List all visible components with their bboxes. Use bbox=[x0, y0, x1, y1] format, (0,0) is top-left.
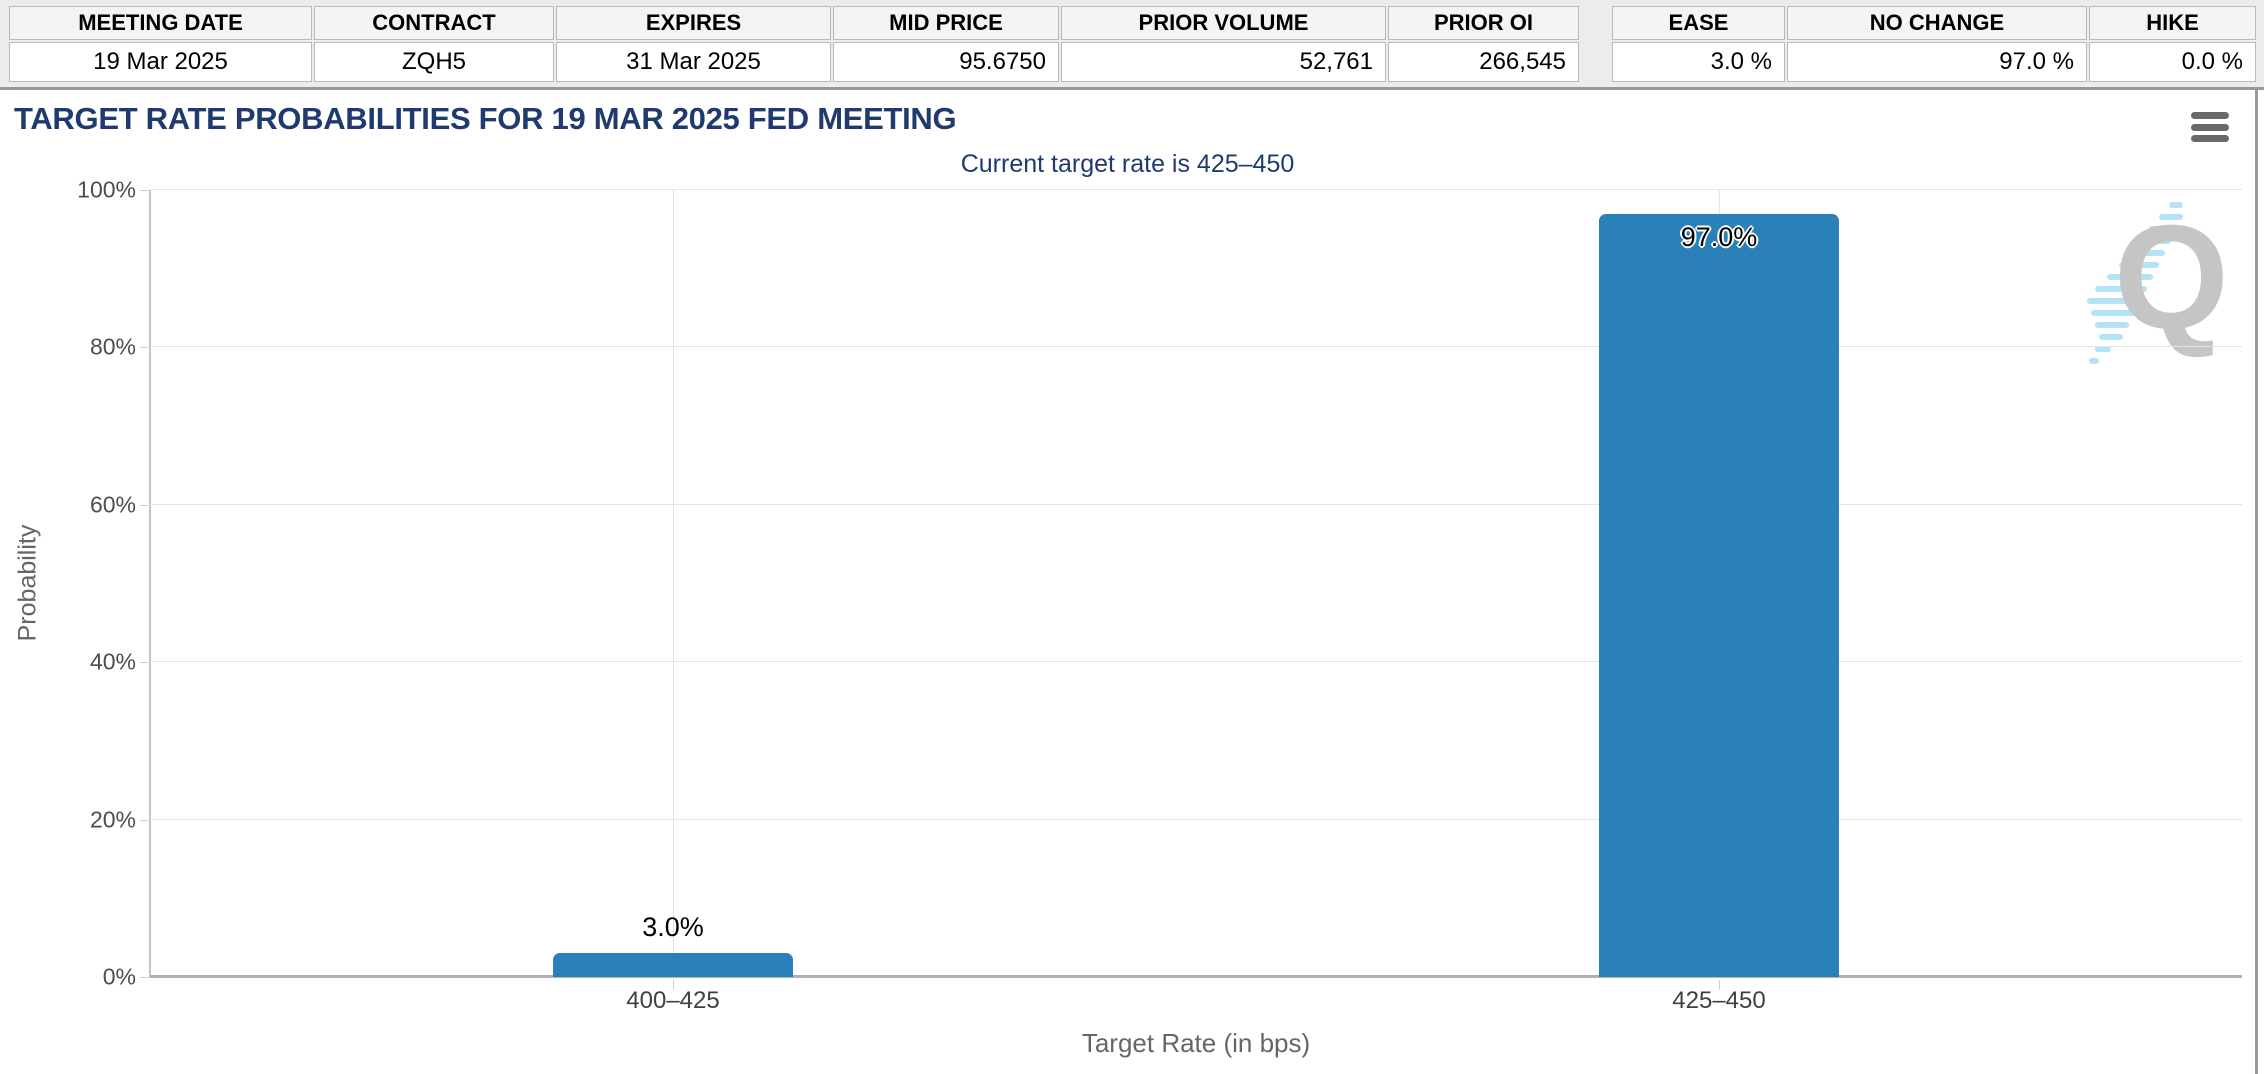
y-axis-tick-labels: 0% 20% 40% 60% 80% 100% bbox=[0, 177, 136, 990]
chart-title: TARGET RATE PROBABILITIES FOR 19 MAR 202… bbox=[14, 101, 957, 136]
header-expires: EXPIRES bbox=[556, 6, 831, 40]
hamburger-bar bbox=[2191, 112, 2229, 119]
header-prior-oi: PRIOR OI bbox=[1388, 6, 1579, 40]
y-axis-line bbox=[149, 190, 151, 977]
value-prior-oi: 266,545 bbox=[1388, 42, 1579, 82]
gridline-vertical bbox=[673, 190, 674, 977]
gridline-horizontal bbox=[150, 503, 2242, 505]
header-no-change: NO CHANGE bbox=[1787, 6, 2087, 40]
x-axis-line bbox=[150, 975, 2242, 978]
y-axis-tick bbox=[140, 347, 150, 349]
hamburger-bar bbox=[2191, 123, 2229, 131]
y-tick-label: 40% bbox=[89, 648, 136, 675]
value-meeting-date: 19 Mar 2025 bbox=[9, 42, 312, 82]
y-axis-title: Probability bbox=[13, 524, 42, 642]
value-no-change: 97.0 % bbox=[1787, 42, 2087, 82]
fedwatch-chart: TARGET RATE PROBABILITIES FOR 19 MAR 202… bbox=[0, 90, 2258, 1074]
header-mid-price: MID PRICE bbox=[833, 6, 1059, 40]
table-value-row: 19 Mar 2025 ZQH5 31 Mar 2025 95.6750 52,… bbox=[9, 42, 1579, 82]
hamburger-menu-icon[interactable] bbox=[2191, 110, 2231, 144]
gridline-horizontal bbox=[150, 189, 2242, 190]
chart-subtitle: Current target rate is 425–450 bbox=[960, 150, 1295, 178]
header-meeting-date: MEETING DATE bbox=[9, 6, 312, 40]
header-prior-volume: PRIOR VOLUME bbox=[1061, 6, 1386, 40]
horizontal-divider bbox=[0, 87, 2264, 90]
y-axis-tick bbox=[140, 819, 150, 821]
watermark-stripes bbox=[2087, 202, 2183, 364]
header-ease: EASE bbox=[1612, 6, 1785, 40]
meeting-contract-table: MEETING DATE CONTRACT EXPIRES MID PRICE … bbox=[7, 4, 1581, 84]
y-tick-label: 100% bbox=[77, 176, 136, 203]
gridline-horizontal bbox=[150, 818, 2242, 820]
x-axis-tick bbox=[673, 980, 674, 990]
x-axis-title: Target Rate (in bps) bbox=[1081, 1028, 1311, 1058]
x-tick-label: 400–425 bbox=[626, 987, 720, 1014]
y-tick-label: 20% bbox=[89, 806, 136, 833]
y-tick-label: 0% bbox=[102, 963, 136, 990]
y-axis-tick bbox=[140, 190, 150, 191]
quikstrike-watermark: Q bbox=[2073, 198, 2233, 370]
table-header-row: EASE NO CHANGE HIKE bbox=[1612, 6, 2256, 40]
value-ease: 3.0 % bbox=[1612, 42, 1785, 82]
table-header-row: MEETING DATE CONTRACT EXPIRES MID PRICE … bbox=[9, 6, 1579, 40]
header-hike: HIKE bbox=[2089, 6, 2256, 40]
value-prior-volume: 52,761 bbox=[1061, 42, 1386, 82]
plot-area: 3.0% 400–425 97.0% 425–450 bbox=[140, 189, 2242, 1014]
probability-bar[interactable] bbox=[1599, 213, 1839, 977]
ease-hike-table: EASE NO CHANGE HIKE 3.0 % 97.0 % 0.0 % bbox=[1610, 4, 2258, 84]
gridline-horizontal bbox=[150, 661, 2242, 663]
y-axis-tick bbox=[140, 662, 150, 664]
summary-strip: MEETING DATE CONTRACT EXPIRES MID PRICE … bbox=[0, 0, 2264, 87]
value-hike: 0.0 % bbox=[2089, 42, 2256, 82]
y-tick-label: 80% bbox=[89, 333, 136, 360]
header-contract: CONTRACT bbox=[314, 6, 554, 40]
bar-value-label: 97.0% bbox=[1680, 221, 1758, 252]
table-value-row: 3.0 % 97.0 % 0.0 % bbox=[1612, 42, 2256, 82]
bar-value-label: 3.0% bbox=[642, 912, 704, 943]
hamburger-bar bbox=[2191, 135, 2229, 142]
x-tick-label: 425–450 bbox=[1672, 987, 1766, 1014]
y-tick-label: 60% bbox=[89, 491, 136, 518]
gridline-horizontal bbox=[150, 346, 2242, 348]
value-contract: ZQH5 bbox=[314, 42, 554, 82]
value-expires: 31 Mar 2025 bbox=[556, 42, 831, 82]
value-mid-price: 95.6750 bbox=[833, 42, 1059, 82]
x-axis-tick bbox=[1719, 980, 1720, 990]
y-axis-tick bbox=[140, 977, 150, 978]
watermark-q-letter: Q bbox=[2113, 195, 2229, 360]
y-axis-tick bbox=[140, 504, 150, 506]
probability-bar[interactable] bbox=[553, 953, 793, 977]
